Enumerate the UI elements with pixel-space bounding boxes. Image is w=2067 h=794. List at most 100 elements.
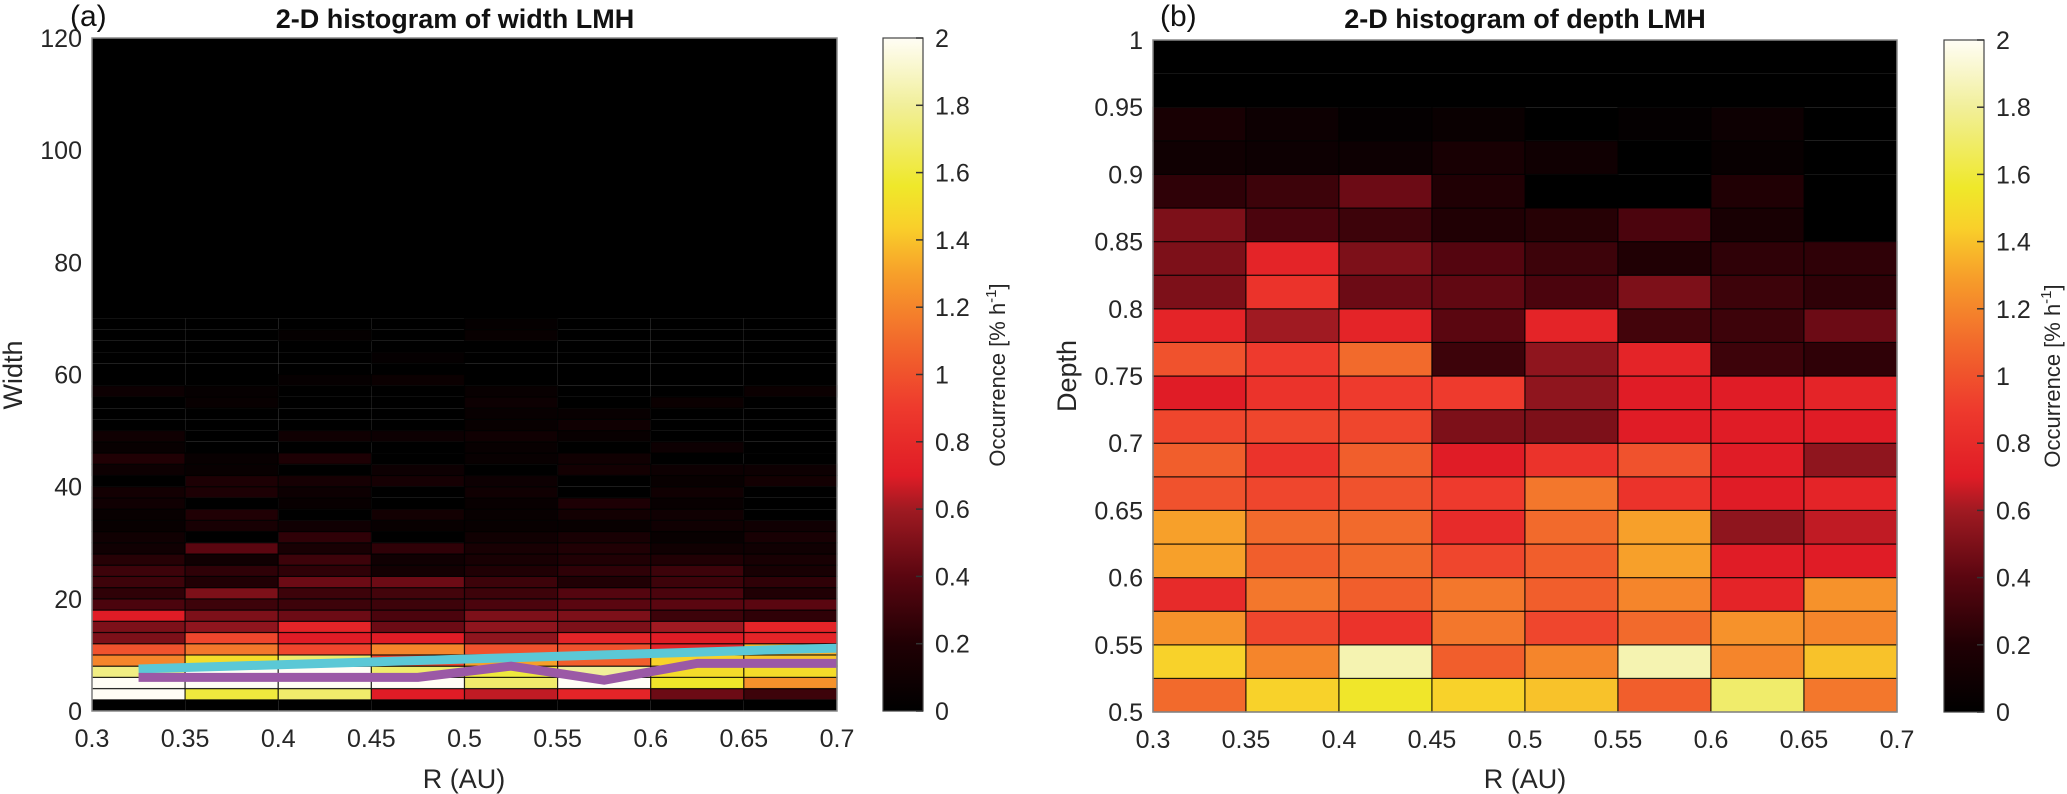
heatmap-cell	[650, 508, 745, 521]
heatmap-cell	[1245, 677, 1340, 713]
colorbar-tick-label: 2	[1996, 27, 2010, 55]
heatmap-cell	[370, 587, 466, 600]
heatmap-cell	[184, 508, 279, 521]
heatmap-cell	[1431, 576, 1526, 612]
x-tick-label: 0.55	[533, 725, 582, 753]
heatmap-cell	[463, 553, 559, 566]
heatmap-cell	[1710, 576, 1805, 612]
heatmap-cell	[1338, 308, 1433, 343]
heatmap-cell	[1431, 375, 1526, 411]
heatmap-cell	[1803, 610, 1898, 646]
panel-b-y-ticks: 0.5 0.55 0.6 0.65 0.7 0.75 0.8 0.85 0.9 0.95 1	[1094, 27, 1143, 727]
heatmap-cell	[370, 609, 466, 622]
heatmap-cell	[1431, 241, 1526, 276]
heatmap-cell	[184, 474, 279, 488]
panel-b-title: 2-D histogram of depth LMH	[1344, 4, 1705, 34]
panel-a-x-axis-label: R (AU)	[423, 764, 506, 794]
heatmap-cell	[743, 575, 838, 589]
heatmap-cell	[1245, 509, 1340, 545]
heatmap-cell	[277, 486, 372, 499]
heatmap-cell	[650, 631, 745, 645]
heatmap-cell	[650, 609, 745, 622]
heatmap-cell	[463, 530, 559, 544]
heatmap-cell	[370, 474, 466, 488]
colorbar-tick-label: 0.8	[935, 429, 970, 457]
heatmap-cell	[184, 553, 279, 566]
heatmap-cell	[1338, 610, 1433, 646]
heatmap-cell	[743, 486, 837, 498]
heatmap-cell	[1153, 73, 1246, 108]
heatmap-cell	[278, 318, 372, 330]
heatmap-cell	[463, 631, 559, 645]
heatmap-cell	[1803, 274, 1898, 310]
heatmap-cell	[1711, 73, 1804, 108]
heatmap-cell	[1617, 677, 1712, 713]
heatmap-cell	[557, 429, 652, 443]
heatmap-cell	[650, 542, 745, 555]
heatmap-cell	[743, 530, 838, 544]
x-tick-label: 0.35	[161, 725, 210, 753]
heatmap-cell	[1524, 409, 1619, 444]
heatmap-cell	[557, 542, 652, 555]
heatmap-cell	[1710, 644, 1805, 679]
colorbar-tick-label: 0	[935, 698, 949, 726]
heatmap-cell	[743, 408, 837, 420]
heatmap-cell	[277, 474, 372, 488]
heatmap-cell	[557, 374, 651, 386]
x-tick-label: 0.7	[820, 725, 855, 753]
heatmap-cell	[557, 575, 652, 589]
heatmap-cell	[185, 374, 279, 386]
heatmap-cell	[743, 396, 837, 409]
panel-a-y-axis-label: Width	[0, 340, 28, 409]
heatmap-cell	[1618, 73, 1711, 108]
heatmap-cell	[1710, 409, 1805, 444]
heatmap-cell	[185, 329, 279, 341]
heatmap-cell	[185, 699, 279, 711]
heatmap-cell	[650, 318, 744, 330]
panel-a-overlay-lines	[138, 643, 838, 685]
heatmap-cell	[277, 429, 372, 443]
heatmap-cell	[650, 587, 745, 600]
heatmap-cell	[1152, 274, 1247, 310]
heatmap-cell	[650, 486, 745, 499]
heatmap-cell	[1524, 274, 1619, 310]
panel-a-colorbar-label-text: Occurrence [% h	[985, 303, 1010, 467]
heatmap-cell	[1338, 576, 1433, 612]
heatmap-cell	[91, 598, 186, 611]
heatmap-cell	[1617, 509, 1712, 545]
heatmap-cell	[277, 598, 372, 611]
y-tick-label: 0.65	[1094, 497, 1143, 525]
heatmap-cell	[1431, 207, 1526, 243]
heatmap-cell	[185, 419, 279, 431]
heatmap-cell	[1617, 409, 1712, 444]
heatmap-cell	[1711, 40, 1804, 74]
heatmap-cell	[277, 519, 372, 533]
heatmap-cell	[557, 598, 652, 611]
heatmap-cell	[1245, 341, 1340, 377]
heatmap-cell	[1803, 677, 1898, 713]
heatmap-cell	[91, 609, 186, 622]
heatmap-cell	[1338, 140, 1433, 176]
heatmap-cell	[278, 363, 372, 375]
heatmap-cell	[371, 699, 465, 711]
heatmap-cell	[1710, 442, 1805, 478]
colorbar-tick-label: 0	[1996, 699, 2010, 727]
panel-b-colorbar-label-end: ]	[2040, 284, 2065, 290]
heatmap-cell	[91, 575, 186, 589]
heatmap-cell	[1338, 442, 1433, 478]
heatmap-cell	[557, 407, 652, 420]
heatmap-cell	[91, 530, 186, 544]
heatmap-cell	[1339, 73, 1432, 108]
heatmap-cell	[1431, 509, 1526, 545]
y-tick-label: 0.9	[1108, 161, 1143, 189]
y-tick-label: 0.75	[1094, 363, 1143, 391]
colorbar-tick-label: 1.2	[935, 294, 970, 322]
heatmap-cell	[1152, 341, 1247, 377]
heatmap-cell	[1338, 173, 1433, 209]
heatmap-cell	[92, 352, 186, 364]
heatmap-cell	[1710, 173, 1805, 209]
heatmap-cell	[91, 553, 186, 566]
heatmap-cell	[1803, 308, 1898, 343]
heatmap-cell	[1803, 375, 1898, 411]
heatmap-cell	[1431, 610, 1526, 646]
